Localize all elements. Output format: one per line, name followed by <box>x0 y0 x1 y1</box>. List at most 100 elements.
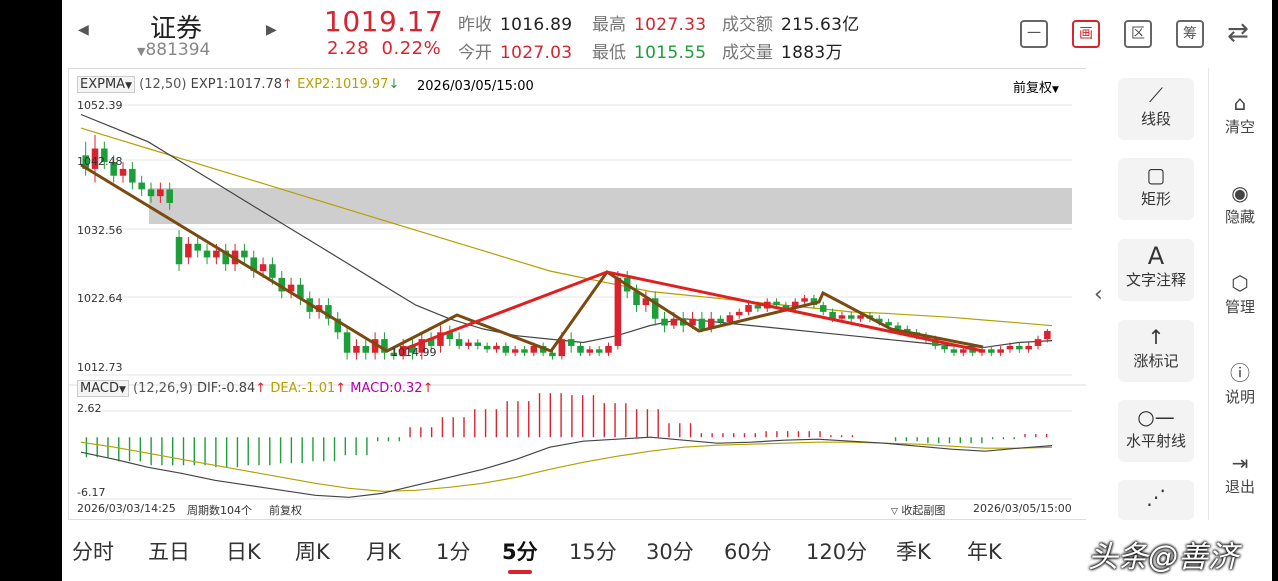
price-axis-label: 1012.73 <box>77 361 123 374</box>
chips-button[interactable]: 筹 <box>1176 20 1204 48</box>
manage-button[interactable]: ⬡ 管理 <box>1210 268 1270 317</box>
candle-body <box>726 315 734 323</box>
tool-label: 水平射线 <box>1125 432 1186 450</box>
volume: 成交量 1883万 <box>722 38 843 63</box>
tab-period[interactable]: 五日 <box>148 540 190 564</box>
candle-body <box>950 349 958 353</box>
candle-body <box>595 349 603 353</box>
draw-button[interactable]: 画 <box>1072 20 1100 48</box>
candle-body <box>1025 345 1032 350</box>
tool-line-segment[interactable]: ⟋ 线段 <box>1118 78 1194 140</box>
tab-period[interactable]: 日K <box>226 540 261 564</box>
exp1-value: EXP1:1017.78↑ <box>191 77 293 92</box>
main-indicator-select[interactable]: EXPMA▼ <box>77 76 135 93</box>
landscape-toggle-icon[interactable]: ⇄ <box>1227 18 1249 48</box>
tab-period[interactable]: 分时 <box>72 540 114 564</box>
tool-up-mark[interactable]: ↑ 涨标记 <box>1118 320 1194 382</box>
price-axis-label: 1052.39 <box>77 99 123 112</box>
collapse-subchart-button[interactable]: ▽ 收起副图 <box>891 502 945 518</box>
candle-body <box>437 332 444 346</box>
tab-period[interactable]: 15分 <box>569 540 617 564</box>
candle-body <box>474 342 482 346</box>
tab-period[interactable]: 周K <box>295 540 330 564</box>
candle-body <box>904 328 911 333</box>
range-button[interactable]: 区 <box>1124 20 1152 48</box>
candle-body <box>1044 330 1051 340</box>
hide-button[interactable]: ◉ 隐藏 <box>1210 178 1270 227</box>
candle-body <box>110 162 117 176</box>
candle-body <box>670 318 678 326</box>
next-stock-icon[interactable]: ▶ <box>266 22 277 38</box>
tab-period[interactable]: 年K <box>967 540 1002 564</box>
clear-icon: ⌂ <box>1233 91 1247 115</box>
collapse-panel-icon[interactable]: ‹ <box>1094 282 1103 307</box>
help-button[interactable]: ⓘ 说明 <box>1210 358 1270 407</box>
wave-icon: ⋰ <box>1146 485 1166 509</box>
candle-body <box>129 168 136 183</box>
candle-body <box>166 189 173 203</box>
macd-indicator-select[interactable]: MACD▼ <box>77 380 129 397</box>
tab-period[interactable]: 120分 <box>806 540 868 564</box>
exp2-text: EXP2:1019.97 <box>297 77 389 92</box>
arrow-up-icon: ↑ <box>422 381 434 396</box>
prev-stock-icon[interactable]: ◀ <box>78 22 89 38</box>
quote-header: ◀ 证券 ▼881394 ▶ 1019.17 2.28 0.22% 昨收 1016… <box>62 0 1272 66</box>
dea-text: DEA:-1.01 <box>270 381 336 396</box>
candle-body <box>567 339 575 346</box>
open-value: 1027.03 <box>500 43 573 63</box>
change-percent: 0.22% <box>381 38 442 59</box>
tab-period[interactable]: 1分 <box>436 540 471 564</box>
candle-body <box>446 332 454 340</box>
tab-period[interactable]: 季K <box>896 540 931 564</box>
candle-body <box>194 243 201 251</box>
active-tab-indicator <box>508 570 532 574</box>
candle-body <box>259 264 267 272</box>
tool-ray[interactable]: ○— 水平射线 <box>1118 400 1194 462</box>
single-chart-button[interactable]: 一 <box>1020 20 1048 48</box>
tool-more[interactable]: ⋰ <box>1118 480 1194 520</box>
clear-button[interactable]: ⌂ 清空 <box>1210 88 1270 137</box>
candle-body <box>717 318 724 323</box>
tab-period[interactable]: 60分 <box>724 540 772 564</box>
adjust-select[interactable]: 前复权▼ <box>1013 77 1059 96</box>
footer-adjust: 前复权 <box>269 504 302 517</box>
amount-value: 215.63亿 <box>781 15 860 35</box>
candle-body <box>483 345 491 350</box>
candle-body <box>941 345 948 350</box>
tab-period-active[interactable]: 5分 <box>502 540 538 564</box>
exit-button[interactable]: ⇥ 退出 <box>1210 448 1270 497</box>
tool-rectangle[interactable]: ▢ 矩形 <box>1118 158 1194 220</box>
tool-text[interactable]: A 文字注释 <box>1118 239 1194 301</box>
exit-icon: ⇥ <box>1231 451 1249 475</box>
candle-body <box>829 311 836 319</box>
candle-body <box>577 345 584 353</box>
candle-body <box>530 345 538 353</box>
tab-period[interactable]: 月K <box>366 540 401 564</box>
price-axis-label: 1032.56 <box>77 224 123 237</box>
stock-code[interactable]: ▼881394 <box>137 40 210 60</box>
candle-body <box>343 332 351 353</box>
panel-divider <box>1208 68 1209 520</box>
drawing-tools-panel: ‹ ⟋ 线段 ▢ 矩形 A 文字注释 ↑ 涨标记 ○— 水平射线 ⋰ ⌂ 清空 ◉ 隐藏 ⬡ 管… <box>1086 68 1272 520</box>
tab-period[interactable]: 30分 <box>646 540 694 564</box>
candle-body <box>885 322 892 326</box>
candle-body <box>754 305 762 309</box>
macd-params: (12,26,9) <box>133 381 193 396</box>
chart-area[interactable]: EXPMA▼ (12,50) EXP1:1017.78↑ EXP2:1019.9… <box>68 68 1088 520</box>
candle-body <box>138 182 145 190</box>
chart-svg <box>69 104 1087 500</box>
candle-body <box>325 305 332 319</box>
candle-body <box>119 168 127 176</box>
low-price-marker: 1014.99 <box>391 346 437 359</box>
price-axis-label: 1042.48 <box>77 155 123 168</box>
candle-body <box>353 345 360 353</box>
macd-axis-top: 2.62 <box>77 402 102 415</box>
candle-body <box>381 339 388 353</box>
candle-body <box>791 301 799 309</box>
candle-body <box>735 311 743 316</box>
candle-body <box>801 298 808 302</box>
macd-axis-bottom: -6.17 <box>77 486 106 499</box>
candle-body <box>287 284 295 292</box>
candle-body <box>278 277 286 292</box>
candle-body <box>857 315 864 319</box>
